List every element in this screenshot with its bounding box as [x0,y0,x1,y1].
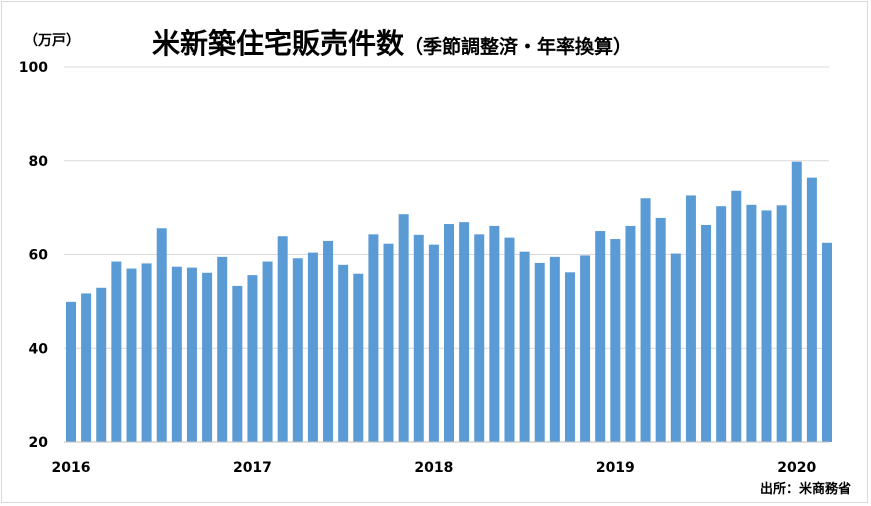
y-tick-label: 100 [19,60,48,76]
bar-2019-03 [640,198,651,442]
bar-2020-02 [806,177,817,442]
chart-title: 米新築住宅販売件数（季節調整済・年率換算） [152,22,632,62]
bar-2017-12 [413,234,424,442]
bar-2018-07 [519,251,530,442]
bar-2017-10 [383,243,394,442]
bar-2016-02 [81,293,92,442]
bar-2017-01 [247,275,258,442]
bar-2017-11 [398,214,409,442]
bar-2016-03 [96,287,107,442]
bar-2019-02 [625,225,636,442]
bar-2016-08 [171,266,182,442]
bar-2019-08 [716,206,727,442]
y-axis-unit-label: （万戸） [24,33,80,49]
bar-2016-01 [66,301,76,442]
x-tick-label: 2020 [777,460,816,476]
bar-2017-09 [368,234,379,442]
bar-2016-09 [186,267,197,442]
title-main: 米新築住宅販売件数 [152,27,405,60]
bar-2016-04 [111,261,122,442]
bar-2018-06 [504,237,515,442]
x-tick-label: 2018 [414,460,453,476]
bar-2019-12 [776,205,787,442]
bar-2017-04 [292,258,303,442]
bar-2017-02 [262,261,273,442]
bar-2018-08 [534,262,545,442]
bars [66,161,832,442]
axes: 20 40 60 80 100 2016 2017 2018 2019 2020 [19,60,829,476]
bar-2018-04 [474,234,485,442]
bar-2020-03 [822,242,832,442]
y-tick-label: 60 [29,248,49,264]
bar-2019-06 [685,195,696,442]
bar-2019-11 [761,210,772,442]
bar-2016-11 [217,256,228,442]
y-tick-label: 40 [29,341,49,357]
bar-2016-07 [156,228,167,442]
x-tick-label: 2016 [52,460,91,476]
bar-2017-06 [323,240,334,442]
bar-2018-05 [489,225,500,442]
bar-2016-12 [232,285,243,442]
bar-2019-04 [655,217,666,442]
x-tick-label: 2019 [596,460,635,476]
source-note: 出所：米商務省 [759,482,851,497]
bar-2017-07 [338,264,349,442]
bar-2019-07 [701,224,712,442]
bar-2018-12 [595,231,606,442]
bar-2019-09 [731,190,742,442]
bar-2019-01 [610,239,621,442]
bar-2017-03 [277,236,288,442]
bar-2017-05 [307,252,318,442]
bar-2016-06 [141,263,152,442]
title-subtitle: （季節調整済・年率換算） [404,36,633,58]
bar-2018-03 [459,222,470,442]
bar-2018-09 [549,256,560,442]
bar-2018-02 [444,224,454,442]
bar-2017-08 [353,273,364,442]
y-tick-label: 80 [29,154,49,170]
bar-2018-10 [564,272,575,442]
bar-2019-05 [670,253,681,442]
bar-2018-11 [580,255,591,442]
bar-2016-10 [202,272,213,442]
bar-2019-10 [746,204,757,442]
bar-2018-01 [428,244,439,442]
bar-2016-05 [126,268,137,442]
x-tick-label: 2017 [233,460,272,476]
bar-2020-01 [791,161,802,442]
y-tick-label: 20 [29,435,49,451]
